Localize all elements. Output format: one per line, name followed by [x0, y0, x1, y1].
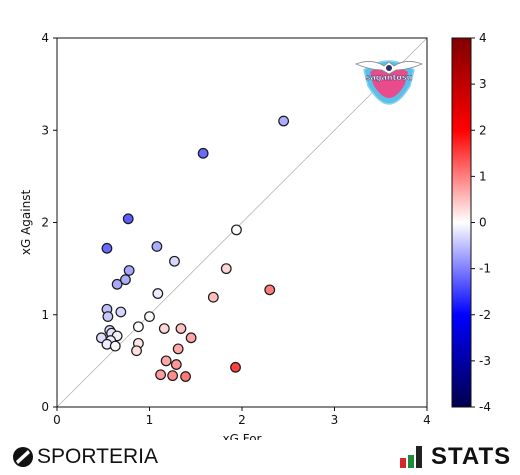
data-point	[120, 274, 131, 286]
sporteria-logo-icon	[13, 447, 33, 467]
stats-bars-icon	[400, 446, 422, 468]
data-point	[207, 291, 219, 303]
data-point	[101, 242, 113, 254]
axes: 0 1 2 3 4 0 1 2 3 4 xG For xG Against	[19, 31, 431, 440]
colorbar-tick-label: -4	[479, 400, 491, 414]
colorbar-tick-label: -2	[479, 308, 491, 322]
data-point	[158, 323, 170, 334]
data-point	[115, 306, 127, 318]
x-tick-label: 3	[331, 413, 339, 427]
data-point	[160, 355, 172, 367]
data-point	[197, 147, 209, 159]
y-axis-title: xG Against	[19, 190, 33, 256]
chart-canvas: sagantosu -4 -3 -2 -1 0 1 2 3 4 0 1 2 3 4 0 1 2 3 4 xG For…	[19, 31, 491, 440]
colorbar-tick-label: 0	[479, 216, 487, 230]
colorbar-tick-label: 3	[479, 77, 487, 91]
stats-bar-dark	[416, 446, 422, 468]
stats-label: STATS	[431, 443, 512, 470]
data-point	[278, 115, 290, 127]
y-tick-label: 3	[41, 123, 49, 137]
data-point	[264, 284, 276, 296]
data-point	[185, 332, 197, 344]
data-point	[109, 340, 121, 352]
y-tick-label: 4	[41, 31, 49, 45]
data-point	[172, 343, 184, 355]
colorbar-gradient	[451, 37, 472, 408]
data-point	[230, 361, 241, 373]
data-point	[132, 321, 144, 333]
data-point	[152, 288, 164, 299]
stats-bar-green	[408, 455, 414, 468]
data-point	[180, 371, 191, 382]
colorbar-tick-label: -1	[479, 262, 491, 276]
x-tick-label: 4	[423, 413, 431, 427]
sporteria-label: SPORTERIA	[37, 445, 158, 468]
data-point	[170, 359, 182, 370]
data-point	[167, 370, 179, 382]
sporteria-brand: SPORTERIA	[12, 442, 158, 472]
data-point	[111, 278, 123, 290]
crest-team-name: sagantosu	[366, 73, 413, 82]
crest-inner	[370, 66, 408, 98]
y-tick-label: 0	[41, 400, 49, 414]
y-tick-label: 1	[41, 308, 49, 322]
data-point	[175, 323, 187, 334]
diagonal-reference-line	[56, 37, 428, 408]
data-point	[131, 345, 142, 357]
x-axis-title: xG For	[223, 432, 262, 440]
data-point	[169, 255, 180, 267]
data-point	[144, 311, 155, 322]
colorbar-tick-label: 4	[479, 31, 487, 45]
stats-brand: STATS	[400, 442, 511, 472]
data-point	[155, 369, 167, 381]
y-tick-label: 2	[41, 216, 49, 230]
colorbar-tick-label: -3	[479, 354, 491, 368]
data-point	[220, 263, 232, 275]
x-tick-label: 1	[146, 413, 154, 427]
colorbar-tick-label: 1	[479, 169, 487, 183]
data-point	[102, 311, 114, 322]
data-point	[231, 224, 242, 236]
x-tick-label: 0	[53, 413, 61, 427]
stats-bar-red	[400, 458, 406, 468]
colorbar-tick-label: 2	[479, 123, 487, 137]
colorbar: -4 -3 -2 -1 0 1 2 3 4	[451, 31, 491, 414]
plot-area	[56, 37, 428, 408]
crest-emblem	[386, 65, 392, 71]
data-point	[151, 241, 163, 252]
x-tick-label: 2	[238, 413, 246, 427]
data-point	[123, 265, 135, 276]
team-logo: sagantosu	[354, 60, 424, 105]
data-point	[122, 213, 134, 225]
